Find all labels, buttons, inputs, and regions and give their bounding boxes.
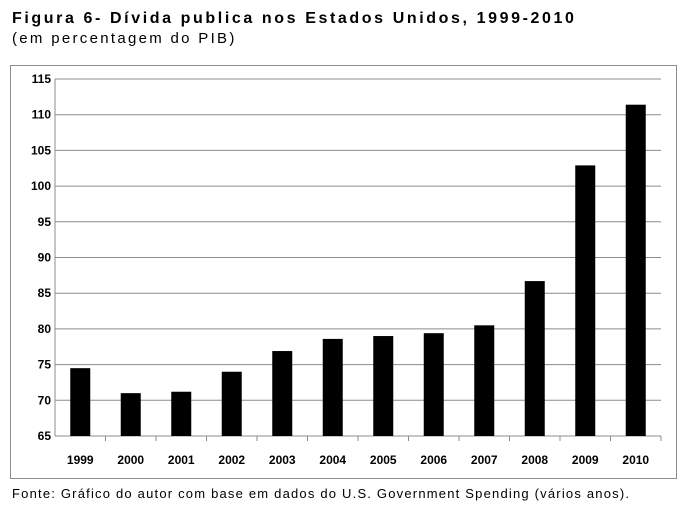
x-tick-label-2005: 2005	[370, 453, 397, 467]
x-tick-label-2003: 2003	[269, 453, 296, 467]
x-tick-label-2008: 2008	[521, 453, 548, 467]
bar-2000	[120, 393, 141, 436]
chart-frame: 65 70 75 80 85 90 95 100 105 110 115 1999 2000 2001 20…	[10, 65, 677, 479]
bar-2001	[171, 391, 192, 436]
x-tick-label-2010: 2010	[622, 453, 649, 467]
bar-2008	[524, 281, 545, 436]
x-tick-label-1999: 1999	[67, 453, 94, 467]
bar-2006	[423, 333, 444, 436]
bar-2010	[625, 104, 646, 437]
bar-1999	[70, 368, 91, 436]
bar-2005	[373, 336, 394, 436]
bar-2009	[575, 165, 596, 437]
figure-title: Figura 6- Dívida publica nos Estados Uni…	[12, 10, 577, 27]
x-tick-label-2000: 2000	[117, 453, 144, 467]
y-tick-label: 90	[38, 251, 52, 265]
x-tick-label-2007: 2007	[471, 453, 498, 467]
x-tick-label-2006: 2006	[420, 453, 447, 467]
source-note: Fonte: Gráfico do autor com base em dado…	[12, 486, 631, 501]
x-tick-label-2004: 2004	[319, 453, 346, 467]
x-tick-label-2002: 2002	[218, 453, 245, 467]
y-tick-label: 110	[32, 108, 52, 122]
y-tick-label: 75	[38, 358, 52, 372]
x-tick-label-2009: 2009	[572, 453, 599, 467]
y-tick-label: 80	[38, 322, 52, 336]
bar-2004	[322, 338, 343, 436]
y-tick-label: 95	[38, 215, 52, 229]
bar-2007	[474, 325, 495, 436]
y-tick-label: 100	[31, 179, 51, 193]
figure-subtitle: (em percentagem do PIB)	[12, 30, 237, 47]
y-tick-label: 105	[31, 143, 51, 157]
y-tick-label: 65	[38, 429, 52, 443]
bar-2003	[272, 351, 293, 436]
y-tick-label: 115	[32, 72, 52, 86]
debt-bar-chart: 65 70 75 80 85 90 95 100 105 110 115 1999 2000 2001 20…	[31, 72, 662, 467]
bar-2002	[221, 371, 242, 436]
y-tick-label: 85	[38, 286, 52, 300]
x-tick-label-2001: 2001	[168, 453, 195, 467]
y-tick-label: 70	[38, 393, 52, 407]
